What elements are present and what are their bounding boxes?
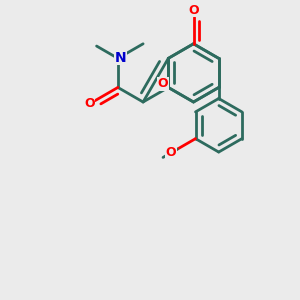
Text: N: N [115,51,126,65]
Text: O: O [188,4,199,17]
Text: O: O [166,146,176,159]
Text: O: O [84,98,94,110]
Text: O: O [158,77,168,90]
